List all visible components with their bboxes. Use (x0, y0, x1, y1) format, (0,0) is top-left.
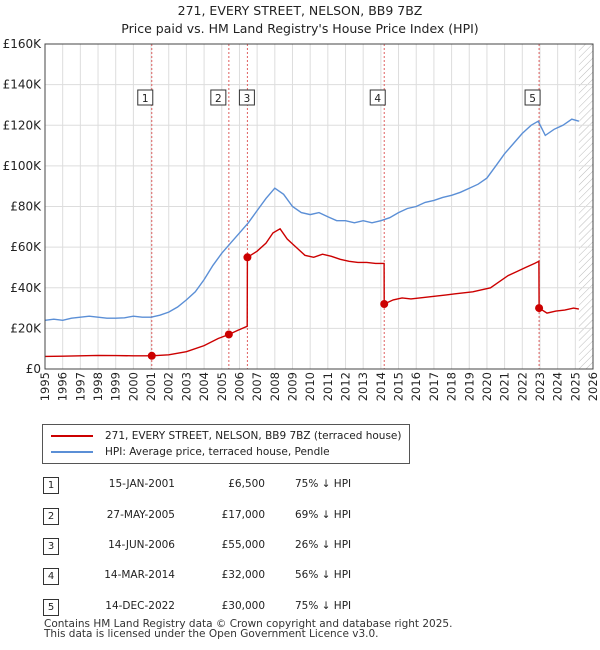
sale-point (224, 330, 233, 339)
chart-title: 271, EVERY STREET, NELSON, BB9 7BZ (177, 3, 423, 18)
y-tick-label: £80K (10, 200, 42, 214)
sale-label-number: 2 (215, 93, 222, 105)
sale-price: £55,000 (221, 539, 265, 551)
chart-subtitle: Price paid vs. HM Land Registry's House … (121, 21, 479, 36)
sale-hpi-diff: 75% ↓ HPI (295, 600, 352, 612)
x-tick-label: 2022 (515, 372, 529, 401)
sale-point (147, 351, 156, 360)
sale-point (243, 253, 252, 262)
x-tick-label: 2002 (162, 372, 176, 401)
sale-label-box (137, 89, 154, 106)
x-tick-label: 2010 (303, 372, 317, 401)
footer-licence: This data is licensed under the Open Gov… (44, 628, 379, 640)
x-tick-label: 2006 (232, 372, 246, 401)
x-tick-label: 2012 (339, 372, 353, 401)
sale-label-number: 4 (374, 93, 381, 105)
sale-label-box (524, 89, 541, 106)
table-row: 5 14-DEC-2022 £30,000 75% ↓ HPI (0, 597, 600, 617)
y-tick-label: £160K (3, 37, 43, 51)
sale-date: 14-MAR-2014 (104, 569, 175, 581)
table-row: 3 14-JUN-2006 £55,000 26% ↓ HPI (0, 536, 600, 556)
x-tick-label: 1998 (91, 372, 105, 401)
sale-price: £30,000 (221, 600, 265, 612)
sale-date: 27-MAY-2005 (106, 509, 175, 521)
x-tick-label: 2005 (215, 372, 229, 401)
property-price-line (44, 227, 580, 358)
x-tick-label: 2008 (268, 372, 282, 401)
sale-price: £32,000 (221, 569, 265, 581)
x-tick-label: 2000 (126, 372, 140, 401)
sale-label-number: 3 (244, 93, 251, 105)
sale-point (535, 304, 544, 313)
x-tick-label: 2024 (551, 372, 565, 401)
sale-price: £6,500 (228, 478, 265, 490)
x-tick-label: 1996 (56, 372, 70, 401)
hpi-line (44, 118, 580, 322)
x-tick-label: 2018 (445, 372, 459, 401)
x-tick-label: 1995 (38, 372, 52, 401)
sale-hpi-diff: 56% ↓ HPI (295, 569, 352, 581)
x-tick-label: 2001 (144, 372, 158, 401)
legend: 271, EVERY STREET, NELSON, BB9 7BZ (terr… (42, 424, 410, 464)
sale-label-number: 1 (142, 93, 149, 105)
legend-swatch-red (51, 435, 93, 437)
y-tick-label: £140K (3, 78, 43, 92)
x-tick-label: 2026 (586, 372, 600, 401)
chart-title-block: 271, EVERY STREET, NELSON, BB9 7BZ Price… (0, 2, 600, 38)
sale-label-box (210, 89, 227, 106)
legend-label-property: 271, EVERY STREET, NELSON, BB9 7BZ (terr… (105, 430, 402, 442)
y-tick-label: £60K (10, 240, 42, 254)
legend-item-property: 271, EVERY STREET, NELSON, BB9 7BZ (terr… (51, 428, 401, 444)
sale-point (380, 300, 389, 308)
legend-item-hpi: HPI: Average price, terraced house, Pend… (51, 444, 330, 460)
sale-price: £17,000 (221, 509, 265, 521)
x-tick-label: 2015 (392, 372, 406, 401)
table-row: 2 27-MAY-2005 £17,000 69% ↓ HPI (0, 506, 600, 526)
sale-number-badge: 5 (43, 599, 59, 616)
x-tick-label: 1997 (73, 372, 87, 401)
x-tick-label: 2020 (480, 372, 494, 401)
legend-label-hpi: HPI: Average price, terraced house, Pend… (105, 446, 330, 458)
sale-date: 14-JUN-2006 (108, 539, 175, 551)
x-tick-label: 1999 (109, 372, 123, 401)
y-tick-label: £120K (3, 118, 43, 132)
sale-label-box (369, 89, 386, 106)
price-chart: £0 £20K £40K £60K £80K £100K £120K £140K £160K 19… (3, 37, 600, 401)
sale-hpi-diff: 69% ↓ HPI (295, 509, 352, 521)
x-tick-label: 2023 (533, 372, 547, 401)
x-tick-label: 2013 (356, 372, 370, 401)
x-tick-label: 2007 (250, 372, 264, 401)
sale-number-badge: 1 (43, 477, 59, 494)
x-tick-label: 2016 (409, 372, 423, 401)
sale-hpi-diff: 75% ↓ HPI (295, 478, 352, 490)
table-row: 4 14-MAR-2014 £32,000 56% ↓ HPI (0, 566, 600, 586)
sale-date: 15-JAN-2001 (108, 478, 175, 490)
footer: Contains HM Land Registry data © Crown c… (44, 618, 453, 640)
y-tick-label: £100K (3, 159, 43, 173)
sale-label-box (238, 89, 255, 106)
x-tick-label: 2011 (321, 372, 335, 401)
sale-number-badge: 2 (43, 508, 59, 525)
sale-hpi-diff: 26% ↓ HPI (295, 539, 352, 551)
plot-frame (44, 43, 594, 370)
x-tick-label: 2004 (197, 372, 211, 401)
x-tick-label: 2025 (568, 372, 582, 401)
legend-swatch-blue (51, 451, 93, 453)
x-tick-label: 2019 (462, 372, 476, 401)
footer-copyright: Contains HM Land Registry data © Crown c… (44, 618, 453, 630)
sale-number-badge: 3 (43, 538, 59, 555)
y-tick-label: £40K (10, 281, 42, 295)
x-tick-label: 2017 (427, 372, 441, 401)
x-tick-label: 2003 (179, 372, 193, 401)
y-tick-label: £0 (26, 362, 41, 376)
sale-date: 14-DEC-2022 (105, 600, 175, 612)
x-tick-label: 2021 (498, 372, 512, 401)
y-tick-label: £20K (10, 321, 42, 335)
sale-label-number: 5 (529, 93, 536, 105)
x-tick-label: 2009 (285, 372, 299, 401)
sale-number-badge: 4 (43, 568, 59, 585)
table-row: 1 15-JAN-2001 £6,500 75% ↓ HPI (0, 475, 600, 495)
x-tick-label: 2014 (374, 372, 388, 401)
